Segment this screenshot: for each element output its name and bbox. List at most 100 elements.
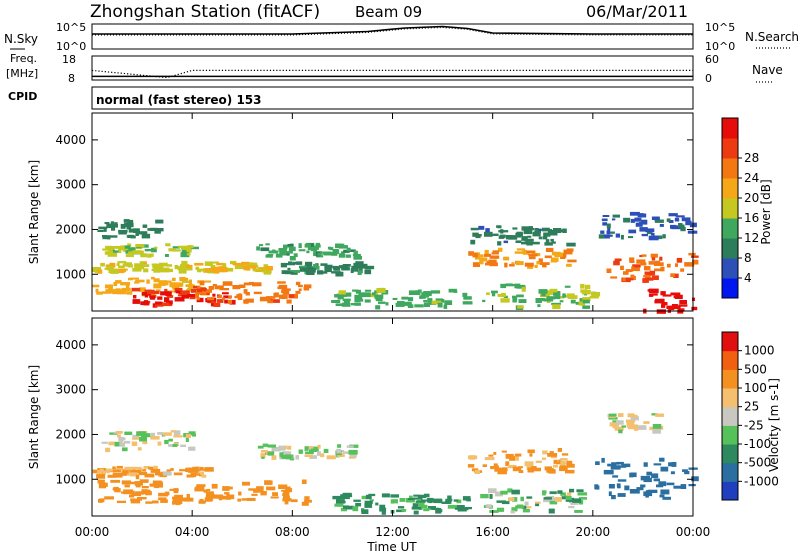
echo-cell: [345, 505, 354, 510]
echo-cell: [577, 492, 588, 496]
echo-cell: [497, 470, 507, 475]
echo-cell: [574, 510, 583, 513]
echo-cell: [102, 235, 111, 240]
echo-cell: [282, 498, 292, 502]
echo-cell: [257, 268, 262, 271]
echo-cell: [649, 426, 656, 431]
echo-cell: [305, 451, 314, 455]
echo-cell: [567, 259, 577, 263]
echo-cell: [512, 298, 517, 303]
echo-cell: [578, 497, 587, 500]
echo-cell: [149, 295, 156, 300]
echo-cell: [662, 234, 666, 239]
echo-cell: [157, 296, 163, 300]
echo-cell: [342, 292, 352, 297]
echo-cell: [185, 249, 192, 252]
echo-cell: [213, 302, 221, 307]
echo-cell: [152, 500, 159, 504]
echo-cell: [610, 465, 621, 470]
echo-cell: [124, 223, 134, 228]
echo-cell: [130, 498, 136, 501]
echo-cell: [666, 305, 672, 309]
echo-cell: [288, 294, 298, 298]
echo-cell: [601, 218, 608, 222]
echo-cell: [566, 463, 575, 468]
echo-cell: [489, 262, 498, 267]
echo-cell: [441, 501, 450, 504]
colorbar-frame: [721, 331, 739, 501]
echo-cell: [336, 293, 347, 297]
echo-cell: [98, 483, 106, 489]
echo-cell: [651, 216, 660, 220]
echo-cell: [413, 497, 423, 500]
echo-cell: [156, 228, 164, 232]
echo-cell: [335, 303, 344, 306]
echo-cell: [515, 505, 525, 509]
echo-cell: [136, 497, 147, 500]
echo-cell: [354, 302, 361, 306]
echo-cell: [549, 491, 557, 495]
echo-cell: [129, 481, 136, 485]
echo-cell: [260, 491, 267, 496]
echo-cell: [669, 305, 675, 311]
echo-cell: [135, 498, 142, 501]
echo-cell: [488, 259, 497, 263]
echo-cell: [476, 234, 482, 237]
echo-cell: [301, 501, 309, 506]
echo-cell: [523, 230, 533, 235]
echo-cell: [355, 502, 362, 507]
echo-cell: [486, 292, 490, 295]
echo-cell: [278, 445, 286, 451]
echo-cell: [401, 509, 407, 512]
echo-cell: [283, 445, 287, 449]
echo-cell: [427, 298, 433, 303]
echo-cell: [289, 256, 296, 261]
echo-cell: [230, 260, 237, 265]
echo-cell: [532, 231, 541, 237]
echo-cell: [553, 459, 558, 464]
echo-cell: [614, 258, 622, 262]
echo-cell: [522, 250, 527, 255]
echo-cell: [248, 488, 258, 491]
echo-cell: [111, 224, 118, 228]
echo-cell: [345, 254, 351, 258]
echo-cell: [138, 471, 148, 476]
echo-cell: [413, 510, 419, 515]
echo-cell: [135, 484, 141, 488]
echo-cell: [484, 253, 492, 257]
echo-cell: [315, 244, 321, 248]
echo-cell: [514, 453, 522, 457]
echo-cell: [139, 479, 149, 483]
echo-cell: [527, 449, 535, 454]
echo-cell: [152, 264, 162, 269]
echo-cell: [566, 460, 573, 466]
echo-cell: [153, 481, 158, 485]
echo-cell: [118, 265, 125, 269]
echo-cell: [179, 497, 189, 502]
echo-cell: [482, 464, 487, 467]
echo-cell: [290, 270, 300, 273]
echo-cell: [685, 220, 692, 226]
noise-tick-bottom-right: 10^0: [705, 40, 735, 53]
echo-cell: [288, 261, 293, 265]
echo-cell: [470, 227, 479, 231]
colorbar-swatch: [722, 444, 738, 464]
echo-cell: [237, 498, 242, 502]
echo-cell: [419, 295, 426, 299]
echo-cell: [448, 288, 457, 293]
echo-cell: [116, 431, 123, 434]
echo-cell: [281, 486, 291, 489]
echo-cell: [492, 250, 500, 253]
echo-cell: [684, 470, 690, 475]
echo-cell: [110, 221, 115, 224]
freq-label-line1: Freq.: [10, 52, 37, 65]
echo-cell: [294, 293, 298, 299]
echo-cell: [510, 510, 515, 514]
echo-cell: [134, 481, 143, 486]
echo-cell: [250, 262, 258, 266]
echo-cell: [266, 486, 276, 491]
colorbar-tick-label: -500: [744, 456, 771, 470]
echo-cell: [420, 499, 429, 502]
echo-cell: [146, 279, 150, 284]
x-tick-label: 12:00: [375, 525, 410, 539]
